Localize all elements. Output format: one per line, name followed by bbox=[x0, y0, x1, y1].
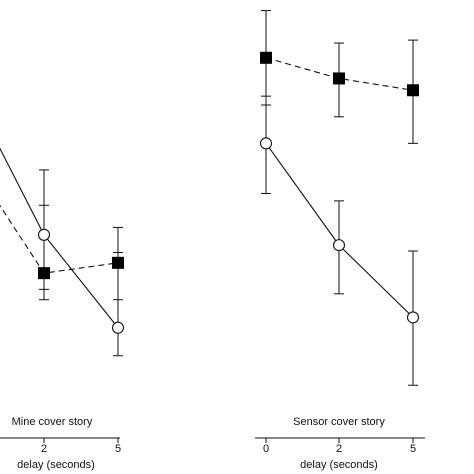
x-tick-label: 0 bbox=[263, 443, 269, 455]
x-tick-label: 5 bbox=[410, 443, 416, 455]
x-tick-label: 2 bbox=[41, 443, 47, 455]
series-1-line bbox=[0, 204, 119, 274]
data-point-circle bbox=[111, 321, 125, 334]
x-axis-label: delay (seconds) bbox=[17, 459, 95, 471]
x-axis-label: delay (seconds) bbox=[300, 459, 378, 471]
data-point-square bbox=[333, 72, 345, 85]
data-point-square bbox=[38, 267, 50, 280]
panel-sensor-cover-story: 0 2 5 Sensor cover story delay (seconds) bbox=[255, 10, 425, 471]
panel-mine-cover-story: 2 5 Mine cover story delay (seconds) bbox=[0, 147, 125, 471]
panel-title: Sensor cover story bbox=[293, 416, 385, 428]
data-point-square bbox=[260, 51, 272, 64]
data-point-circle bbox=[332, 239, 346, 252]
data-point-circle bbox=[259, 137, 273, 150]
panel-title: Mine cover story bbox=[12, 416, 93, 428]
data-point-circle bbox=[406, 311, 420, 324]
data-point-circle bbox=[37, 228, 51, 241]
series-0-line bbox=[0, 147, 119, 329]
x-tick-label: 2 bbox=[336, 443, 342, 455]
x-tick-label: 5 bbox=[115, 443, 121, 455]
data-point-square bbox=[407, 84, 419, 97]
data-point-square bbox=[112, 256, 124, 269]
